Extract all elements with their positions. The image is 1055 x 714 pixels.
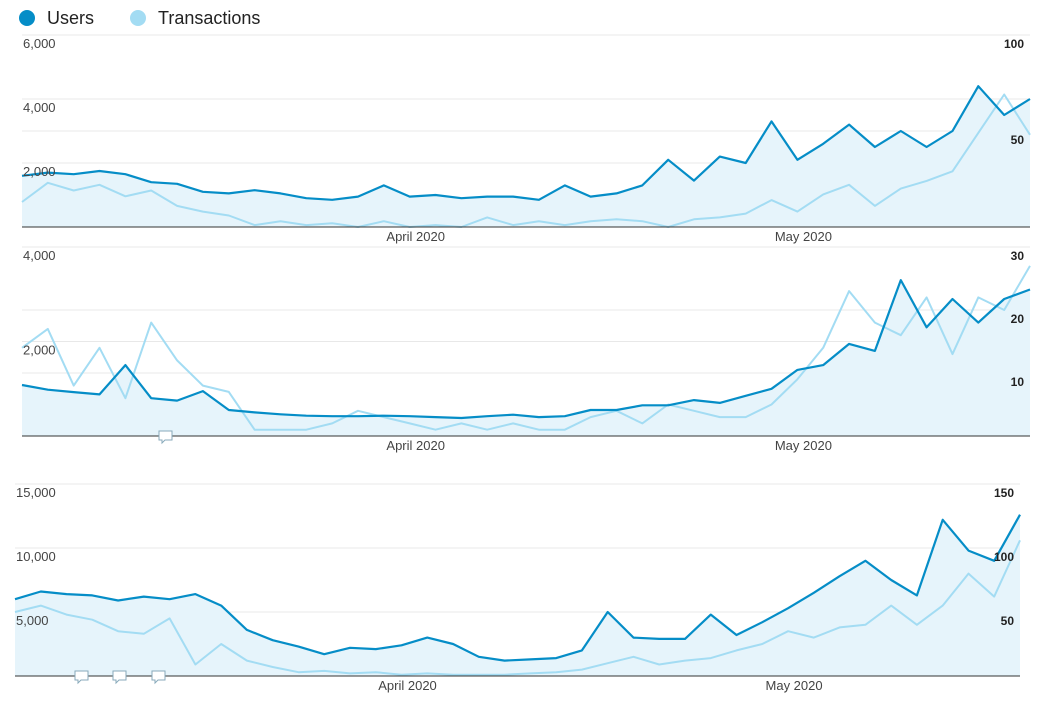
users-area <box>15 514 1020 676</box>
y-tick-label: 2,000 <box>23 343 56 358</box>
y-tick-label: 4,000 <box>23 248 56 263</box>
series-line <box>21 93 1031 228</box>
legend-label: Users <box>47 8 94 28</box>
y-tick-label: 2,000 <box>23 164 56 179</box>
y-tick-label: 4,000 <box>23 100 56 115</box>
series-line <box>21 279 1031 420</box>
series-line <box>14 539 1021 676</box>
y-tick-label: 5,000 <box>16 613 49 628</box>
y-tick-label: 6,000 <box>23 36 56 51</box>
chart-panel: 2,000 4,000 6,000 50 100 April 2020 May 2020 <box>21 34 1031 244</box>
y2-tick-label: 30 <box>1011 249 1025 263</box>
x-tick-label: April 2020 <box>386 438 445 453</box>
annotation-icon <box>151 670 166 685</box>
y2-tick-label: 20 <box>1011 312 1025 326</box>
chart-panel: 5,000 10,000 15,000 50 100 150 April 2020 May 2… <box>14 483 1021 693</box>
legend: Users Transactions <box>19 8 260 28</box>
annotation-icon <box>112 670 127 685</box>
annotation-icons <box>74 430 173 685</box>
y2-tick-label: 50 <box>1001 614 1015 628</box>
legend-swatch <box>130 10 146 26</box>
legend-swatch <box>19 10 35 26</box>
x-tick-label: May 2020 <box>766 678 823 693</box>
users-area <box>22 280 1030 436</box>
series-line <box>21 265 1031 431</box>
legend-label: Transactions <box>158 8 260 28</box>
x-tick-label: May 2020 <box>775 229 832 244</box>
annotation-icon <box>74 670 89 685</box>
series-line <box>14 514 1021 662</box>
y2-tick-label: 100 <box>994 550 1014 564</box>
series-line <box>21 85 1031 201</box>
users-area <box>22 86 1030 227</box>
y2-tick-label: 50 <box>1011 133 1025 147</box>
y-tick-label: 15,000 <box>16 485 56 500</box>
y2-tick-label: 150 <box>994 486 1014 500</box>
y-tick-label: 10,000 <box>16 549 56 564</box>
y2-tick-label: 100 <box>1004 37 1024 51</box>
y2-tick-label: 10 <box>1011 375 1025 389</box>
x-tick-label: April 2020 <box>378 678 437 693</box>
x-tick-label: May 2020 <box>775 438 832 453</box>
chart-panel: 2,000 4,000 10 20 30 April 2020 May 2020 <box>21 246 1031 453</box>
x-tick-label: April 2020 <box>386 229 445 244</box>
annotation-icon <box>158 430 173 445</box>
